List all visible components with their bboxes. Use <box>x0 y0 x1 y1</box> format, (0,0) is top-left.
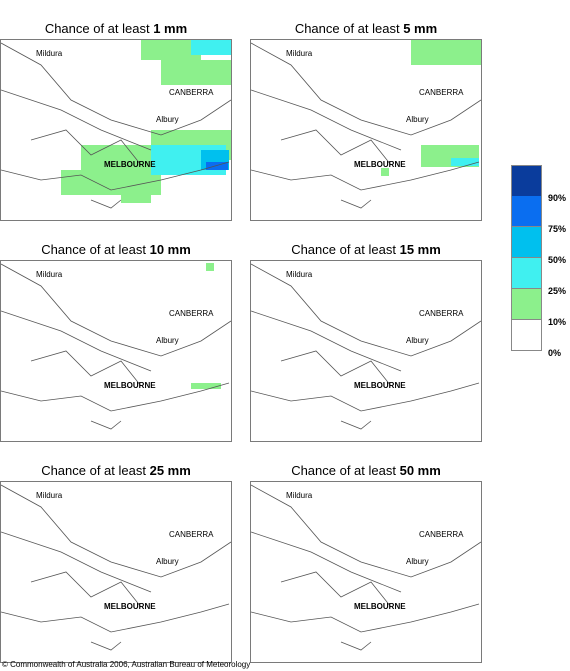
city-label-mildura: Mildura <box>286 491 313 500</box>
rain-map: Mildura CANBERRA Albury MELBOURNE <box>250 39 482 221</box>
city-label-albury: Albury <box>406 115 429 124</box>
city-label-canberra: CANBERRA <box>419 88 464 97</box>
city-label-canberra: CANBERRA <box>419 530 464 539</box>
city-label-melbourne: MELBOURNE <box>104 381 156 390</box>
rain-map: Mildura CANBERRA Albury MELBOURNE <box>0 39 232 221</box>
panel-title: Chance of at least 10 mm <box>41 242 191 257</box>
panel-title: Chance of at least 25 mm <box>41 463 191 478</box>
map-shading <box>381 40 481 176</box>
legend-swatch-0 <box>511 320 542 351</box>
state-boundaries <box>1 263 231 430</box>
panel-title: Chance of at least 5 mm <box>294 21 438 36</box>
city-label-melbourne: MELBOURNE <box>104 602 156 611</box>
city-label-albury: Albury <box>156 115 179 124</box>
legend-swatch-50 <box>511 227 542 258</box>
legend-label-10: 10% <box>548 317 567 327</box>
city-label-albury: Albury <box>156 557 179 566</box>
panel-50mm: Chance of at least 50 mm Mildura CANBERR… <box>250 462 482 663</box>
rain-map: Mildura CANBERRA Albury MELBOURNE <box>250 260 482 442</box>
legend-swatch-75 <box>511 196 542 227</box>
legend-label-50: 50% <box>548 255 567 265</box>
panel-title: Chance of at least 50 mm <box>291 463 441 478</box>
legend-swatch-10 <box>511 289 542 320</box>
state-boundaries <box>1 484 231 651</box>
panel-title: Chance of at least 15 mm <box>291 242 441 257</box>
panel-1mm: Chance of at least 1 mm Mildura CANBERRA… <box>0 20 232 221</box>
state-boundaries <box>251 484 481 651</box>
rain-map: Mildura CANBERRA Albury MELBOURNE <box>250 481 482 663</box>
city-label-mildura: Mildura <box>286 270 313 279</box>
legend-swatch-90 <box>511 165 542 197</box>
city-label-melbourne: MELBOURNE <box>354 602 406 611</box>
city-label-melbourne: MELBOURNE <box>354 160 406 169</box>
panel-10mm: Chance of at least 10 mm Mildura CANBERR… <box>0 241 232 442</box>
state-boundaries <box>1 42 231 209</box>
panel-5mm: Chance of at least 5 mm Mildura CANBERRA… <box>250 20 482 221</box>
legend-label-75: 75% <box>548 224 567 234</box>
city-label-mildura: Mildura <box>36 491 63 500</box>
city-label-albury: Albury <box>406 557 429 566</box>
city-label-mildura: Mildura <box>286 49 313 58</box>
city-label-canberra: CANBERRA <box>169 309 214 318</box>
city-label-albury: Albury <box>406 336 429 345</box>
city-label-mildura: Mildura <box>36 270 63 279</box>
city-label-canberra: CANBERRA <box>419 309 464 318</box>
legend-label-25: 25% <box>548 286 567 296</box>
legend-label-90: 90% <box>548 193 567 203</box>
copyright-notice: © Commonwealth of Australia 2006, Austra… <box>2 660 251 669</box>
city-label-canberra: CANBERRA <box>169 88 214 97</box>
state-boundaries <box>251 263 481 430</box>
city-label-canberra: CANBERRA <box>169 530 214 539</box>
map-shading <box>191 263 221 389</box>
legend-swatch-25 <box>511 258 542 289</box>
city-label-mildura: Mildura <box>36 49 63 58</box>
city-label-melbourne: MELBOURNE <box>354 381 406 390</box>
panel-25mm: Chance of at least 25 mm Mildura CANBERR… <box>0 462 232 663</box>
legend-label-0: 0% <box>548 348 562 358</box>
city-label-melbourne: MELBOURNE <box>104 160 156 169</box>
panel-title: Chance of at least 1 mm <box>44 21 188 36</box>
state-boundaries <box>251 42 481 209</box>
panel-15mm: Chance of at least 15 mm Mildura CANBERR… <box>250 241 482 442</box>
city-label-albury: Albury <box>156 336 179 345</box>
map-shading <box>61 40 231 203</box>
rain-map: Mildura CANBERRA Albury MELBOURNE <box>0 481 232 663</box>
rain-map: Mildura CANBERRA Albury MELBOURNE <box>0 260 232 442</box>
